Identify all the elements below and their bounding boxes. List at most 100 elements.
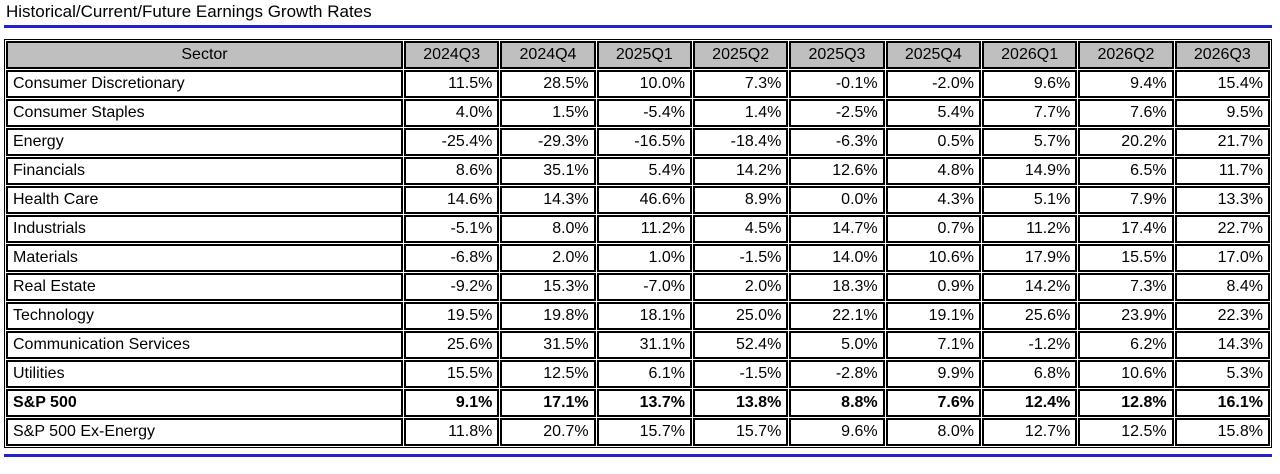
growth-value-cell: -6.8% [404, 244, 500, 272]
table-row: Energy -25.4% -29.3% -16.5% -18.4% -6.3% 0.5% 5… [6, 128, 1270, 156]
growth-value-cell: -2.8% [789, 360, 885, 388]
growth-value-cell: 1.0% [596, 244, 692, 272]
growth-value-cell: 8.0% [500, 215, 596, 243]
growth-value-cell: 15.7% [596, 418, 692, 446]
growth-value-cell: 19.1% [885, 302, 981, 330]
growth-value-cell: 22.7% [1174, 215, 1270, 243]
growth-value-cell: 5.0% [789, 331, 885, 359]
growth-value-cell: 15.3% [500, 273, 596, 301]
growth-value-cell: 4.5% [692, 215, 789, 243]
sector-label: S&P 500 Ex-Energy [6, 418, 403, 446]
growth-value-cell: 6.5% [1078, 157, 1174, 185]
sector-label: Industrials [6, 215, 403, 243]
table-row: Consumer Staples 4.0% 1.5% -5.4% 1.4% -2.5% 5.… [6, 99, 1270, 127]
growth-value-cell: 11.2% [981, 215, 1078, 243]
growth-value-cell: 52.4% [692, 331, 789, 359]
table-row: S&P 500 9.1% 17.1% 13.7% 13.8% 8.8% 7.6% 12.4% 1… [6, 389, 1270, 417]
growth-value-cell: 7.9% [1078, 186, 1174, 214]
growth-value-cell: 25.6% [981, 302, 1078, 330]
growth-value-cell: 13.8% [692, 389, 789, 417]
growth-value-cell: 14.3% [500, 186, 596, 214]
growth-value-cell: 25.0% [692, 302, 789, 330]
growth-value-cell: 12.7% [981, 418, 1078, 446]
growth-value-cell: 15.8% [1174, 418, 1270, 446]
growth-value-cell: 22.3% [1174, 302, 1270, 330]
sector-label: Consumer Staples [6, 99, 403, 127]
table-body: Consumer Discretionary 11.5% 28.5% 10.0% 7.3… [6, 70, 1270, 446]
growth-value-cell: 18.3% [789, 273, 885, 301]
quarter-column-header: 2025Q1 [596, 41, 692, 69]
table-row: Health Care 14.6% 14.3% 46.6% 8.9% 0.0% 4.3% 5.… [6, 186, 1270, 214]
growth-value-cell: 25.6% [404, 331, 500, 359]
growth-value-cell: 17.9% [981, 244, 1078, 272]
growth-value-cell: 31.5% [500, 331, 596, 359]
growth-value-cell: 9.1% [404, 389, 500, 417]
growth-value-cell: -1.5% [692, 360, 789, 388]
growth-value-cell: 20.7% [500, 418, 596, 446]
growth-value-cell: 7.6% [1078, 99, 1174, 127]
quarter-column-header: 2026Q3 [1174, 41, 1270, 69]
sector-label: Materials [6, 244, 403, 272]
growth-value-cell: 0.5% [885, 128, 981, 156]
growth-value-cell: 13.7% [596, 389, 692, 417]
growth-value-cell: 11.8% [404, 418, 500, 446]
growth-value-cell: 14.2% [692, 157, 789, 185]
table-row: Materials -6.8% 2.0% 1.0% -1.5% 14.0% 10.6% 17.… [6, 244, 1270, 272]
growth-value-cell: -0.1% [789, 70, 885, 98]
growth-value-cell: 7.3% [692, 70, 789, 98]
growth-value-cell: 2.0% [500, 244, 596, 272]
growth-value-cell: 18.1% [596, 302, 692, 330]
growth-value-cell: 12.5% [500, 360, 596, 388]
growth-value-cell: 5.7% [981, 128, 1078, 156]
growth-value-cell: 17.1% [500, 389, 596, 417]
growth-value-cell: 6.8% [981, 360, 1078, 388]
growth-value-cell: 17.0% [1174, 244, 1270, 272]
growth-value-cell: 21.7% [1174, 128, 1270, 156]
table-row: S&P 500 Ex-Energy 11.8% 20.7% 15.7% 15.7% 9.6… [6, 418, 1270, 446]
table-row: Real Estate -9.2% 15.3% -7.0% 2.0% 18.3% 0.9% 1… [6, 273, 1270, 301]
growth-value-cell: 12.8% [1078, 389, 1174, 417]
growth-value-cell: 6.1% [596, 360, 692, 388]
growth-value-cell: 14.2% [981, 273, 1078, 301]
growth-value-cell: -2.0% [885, 70, 981, 98]
growth-value-cell: 5.1% [981, 186, 1078, 214]
growth-value-cell: 8.0% [885, 418, 981, 446]
table-row: Communication Services 25.6% 31.5% 31.1% 52.… [6, 331, 1270, 359]
growth-value-cell: 14.6% [404, 186, 500, 214]
growth-value-cell: -18.4% [692, 128, 789, 156]
growth-value-cell: 8.9% [692, 186, 789, 214]
sector-label: Consumer Discretionary [6, 70, 403, 98]
quarter-column-header: 2025Q4 [885, 41, 981, 69]
sector-label: S&P 500 [6, 389, 403, 417]
page-title: Historical/Current/Future Earnings Growt… [6, 2, 372, 21]
growth-value-cell: 20.2% [1078, 128, 1174, 156]
growth-value-cell: 10.6% [1078, 360, 1174, 388]
growth-value-cell: 23.9% [1078, 302, 1174, 330]
growth-value-cell: 15.5% [1078, 244, 1174, 272]
growth-value-cell: 14.9% [981, 157, 1078, 185]
growth-value-cell: 15.4% [1174, 70, 1270, 98]
growth-value-cell: 1.5% [500, 99, 596, 127]
growth-value-cell: 14.3% [1174, 331, 1270, 359]
growth-value-cell: 46.6% [596, 186, 692, 214]
growth-value-cell: 8.4% [1174, 273, 1270, 301]
growth-value-cell: -6.3% [789, 128, 885, 156]
growth-value-cell: 12.5% [1078, 418, 1174, 446]
quarter-column-header: 2026Q2 [1078, 41, 1174, 69]
bottom-accent-rule [4, 454, 1272, 457]
growth-value-cell: 4.8% [885, 157, 981, 185]
sector-label: Health Care [6, 186, 403, 214]
growth-value-cell: 7.1% [885, 331, 981, 359]
sector-label: Real Estate [6, 273, 403, 301]
growth-value-cell: 16.1% [1174, 389, 1270, 417]
growth-value-cell: 0.9% [885, 273, 981, 301]
growth-value-cell: 9.6% [789, 418, 885, 446]
growth-value-cell: -16.5% [596, 128, 692, 156]
growth-value-cell: 15.5% [404, 360, 500, 388]
growth-value-cell: 7.3% [1078, 273, 1174, 301]
growth-value-cell: -1.5% [692, 244, 789, 272]
table-header: Sector 2024Q3 2024Q4 2025Q1 2025Q2 2025Q3 2025… [6, 41, 1270, 69]
growth-value-cell: -5.4% [596, 99, 692, 127]
sector-column-header: Sector [6, 41, 403, 69]
